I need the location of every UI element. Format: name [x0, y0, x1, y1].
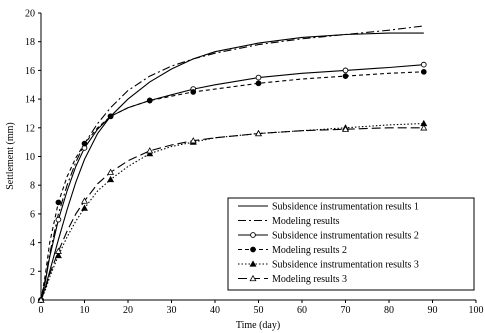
data-point [189, 137, 197, 144]
x-tick-label: 90 [428, 305, 438, 316]
data-point [249, 274, 257, 282]
x-tick-label: 50 [254, 305, 264, 316]
data-point [37, 296, 45, 303]
data-point [249, 260, 257, 267]
x-axis-title: Time (day) [236, 320, 280, 331]
data-point [342, 73, 349, 79]
legend-label: Subsidence instrumentation results 2 [272, 231, 419, 242]
data-point [250, 232, 256, 238]
data-point [107, 175, 115, 183]
legend-label: Modeling results 3 [272, 274, 347, 285]
y-tick-label: 8 [30, 181, 35, 192]
legend-item: Subsidence instrumentation results 1 [238, 202, 419, 213]
data-point [420, 68, 427, 75]
legend-label: Subsidence instrumentation results 3 [272, 260, 419, 271]
x-tick-label: 20 [123, 305, 133, 316]
y-tick-label: 18 [25, 37, 35, 48]
data-point [81, 197, 88, 204]
x-tick-label: 40 [210, 305, 220, 316]
legend: Subsidence instrumentation results 1 Mode… [227, 197, 475, 291]
data-point [190, 89, 197, 95]
series-1 [40, 32, 424, 301]
legend-label: Modeling results 2 [272, 245, 347, 256]
data-point [55, 216, 62, 223]
data-point [250, 246, 256, 253]
y-tick-label: 14 [25, 95, 35, 106]
data-point [107, 113, 114, 120]
legend-item: Modeling results [238, 216, 340, 227]
legend-item: Subsidence instrumentation results 2 [238, 231, 419, 242]
series-line [40, 32, 424, 301]
data-point [146, 97, 153, 104]
legend-item: Modeling results 2 [238, 245, 347, 256]
data-point [342, 67, 349, 74]
y-axis-title: Settlement (mm) [5, 122, 16, 190]
x-tick-label: 0 [39, 305, 44, 316]
y-axis-ticks: 0 2 4 6 8 10 12 14 16 18 20 [25, 9, 41, 307]
data-point [81, 204, 88, 211]
legend-label: Modeling results [272, 216, 340, 227]
data-point [255, 80, 262, 87]
series-line [40, 127, 424, 301]
data-point [255, 74, 262, 81]
series-4 [38, 68, 427, 303]
data-point [420, 124, 428, 131]
data-point [146, 147, 154, 154]
x-tick-label: 100 [469, 305, 484, 316]
x-tick-label: 10 [80, 305, 90, 316]
data-point [255, 129, 262, 137]
legend-box [227, 197, 475, 291]
series-line [40, 25, 424, 301]
y-tick-label: 10 [25, 152, 35, 163]
y-tick-label: 0 [30, 296, 35, 307]
y-tick-label: 2 [30, 267, 35, 278]
legend-item: Subsidence instrumentation results 3 [238, 260, 419, 271]
data-point [55, 199, 62, 206]
y-tick-label: 6 [30, 209, 35, 220]
y-tick-label: 20 [25, 9, 35, 20]
y-tick-label: 16 [25, 66, 35, 77]
x-tick-label: 70 [341, 305, 351, 316]
data-point [420, 61, 427, 68]
x-axis-ticks: 0 10 20 30 40 50 60 70 80 90 100 [39, 300, 484, 316]
y-tick-label: 12 [25, 123, 35, 134]
x-tick-label: 30 [167, 305, 177, 316]
y-tick-label: 4 [30, 238, 35, 249]
data-point [81, 140, 88, 147]
series-6 [37, 124, 428, 303]
x-tick-label: 80 [384, 305, 394, 316]
data-point [54, 247, 62, 254]
series-layer [37, 25, 428, 303]
x-tick-label: 60 [297, 305, 307, 316]
data-point [107, 168, 115, 175]
data-point [342, 125, 349, 132]
series-2 [40, 25, 424, 301]
legend-items: Subsidence instrumentation results 1 Mode… [238, 202, 419, 285]
legend-label: Subsidence instrumentation results 1 [272, 202, 419, 213]
legend-item: Modeling results 3 [238, 274, 347, 285]
